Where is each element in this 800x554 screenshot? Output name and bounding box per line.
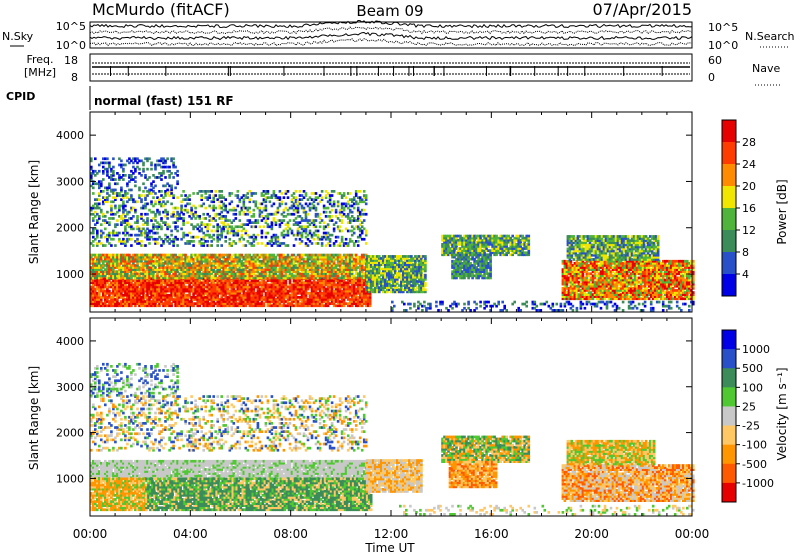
heatmap-cell: [424, 255, 427, 258]
beam-title: Beam 09: [356, 2, 423, 20]
noise-left-tick-bottom: 10^0: [56, 39, 86, 52]
freq-right-tick-bottom: 0: [708, 71, 715, 84]
nave-label: Nave: [752, 62, 780, 75]
noise-trace: [90, 33, 692, 40]
heatmap-cell: [424, 282, 427, 285]
noise-right-label: N.Search: [745, 30, 795, 43]
heatmap-cell: [489, 254, 492, 257]
noise-trace: [90, 39, 692, 46]
freq-left-tick-bottom: 8: [71, 71, 78, 84]
freq-left-tick-top: 18: [64, 54, 78, 67]
heatmap-cell: [424, 274, 427, 277]
noise-right-tick-top: 10^5: [708, 21, 738, 34]
noise-panel: N.Sky 10^5 10^0 10^5 10^0 N.Search: [2, 20, 795, 52]
heatmap-cell: [528, 235, 531, 238]
power-heatmap: [90, 157, 695, 311]
noise-traces: [90, 21, 692, 46]
freq-panel: Freq. [MHz] 18 8 60 0 Nave: [24, 53, 781, 85]
noise-left-label: N.Sky: [2, 30, 34, 43]
station-title: McMurdo (fitACF): [92, 0, 230, 19]
freq-left-label-line2: [MHz]: [24, 66, 56, 79]
cpid-label: CPID: [6, 90, 35, 103]
freq-right-tick-top: 60: [708, 54, 722, 67]
freq-left-label-line1: Freq.: [26, 53, 53, 66]
freq-traces: [92, 63, 690, 76]
noise-left-tick-top: 10^5: [56, 20, 86, 33]
date-title: 07/Apr/2015: [592, 0, 692, 19]
noise-right-tick-bottom: 10^0: [708, 39, 738, 52]
heatmap-cell: [424, 288, 427, 291]
noise-trace: [90, 27, 692, 34]
cpid-value: normal (fast) 151 RF: [94, 94, 234, 108]
